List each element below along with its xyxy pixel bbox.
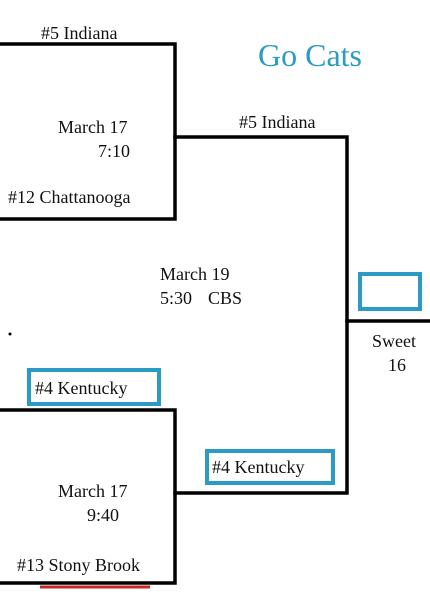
second-round-bottom-team: #4 Kentucky bbox=[212, 457, 304, 477]
game2-top-team: #4 Kentucky bbox=[35, 378, 127, 398]
game1-bracket-line bbox=[0, 42, 177, 221]
game1-bottom-team: #12 Chattanooga bbox=[8, 187, 130, 207]
go-cats-title: Go Cats bbox=[258, 37, 362, 73]
second-round-date: March 19 bbox=[160, 264, 229, 284]
game1-date: March 17 bbox=[58, 117, 127, 137]
game1-time: 7:10 bbox=[98, 141, 130, 161]
sweet16-empty-slot bbox=[358, 272, 422, 311]
game1-top-team: #5 Indiana bbox=[41, 23, 117, 43]
sweet16-number: 16 bbox=[388, 355, 406, 375]
second-round-top-team: #5 Indiana bbox=[239, 112, 315, 132]
kentucky-highlight-box bbox=[27, 368, 161, 406]
game2-time: 9:40 bbox=[87, 505, 119, 525]
game2-bracket-line bbox=[0, 408, 177, 585]
sweet16-label: Sweet bbox=[372, 331, 416, 351]
game2-date: March 17 bbox=[58, 481, 127, 501]
second-round-time: 5:30 bbox=[160, 288, 192, 308]
second-round-bracket-line bbox=[173, 135, 349, 495]
kentucky-advance-highlight-box bbox=[205, 449, 335, 485]
second-round-network: CBS bbox=[208, 288, 242, 308]
stray-dot bbox=[8, 332, 12, 336]
game2-bottom-team: #13 Stony Brook bbox=[17, 555, 140, 575]
